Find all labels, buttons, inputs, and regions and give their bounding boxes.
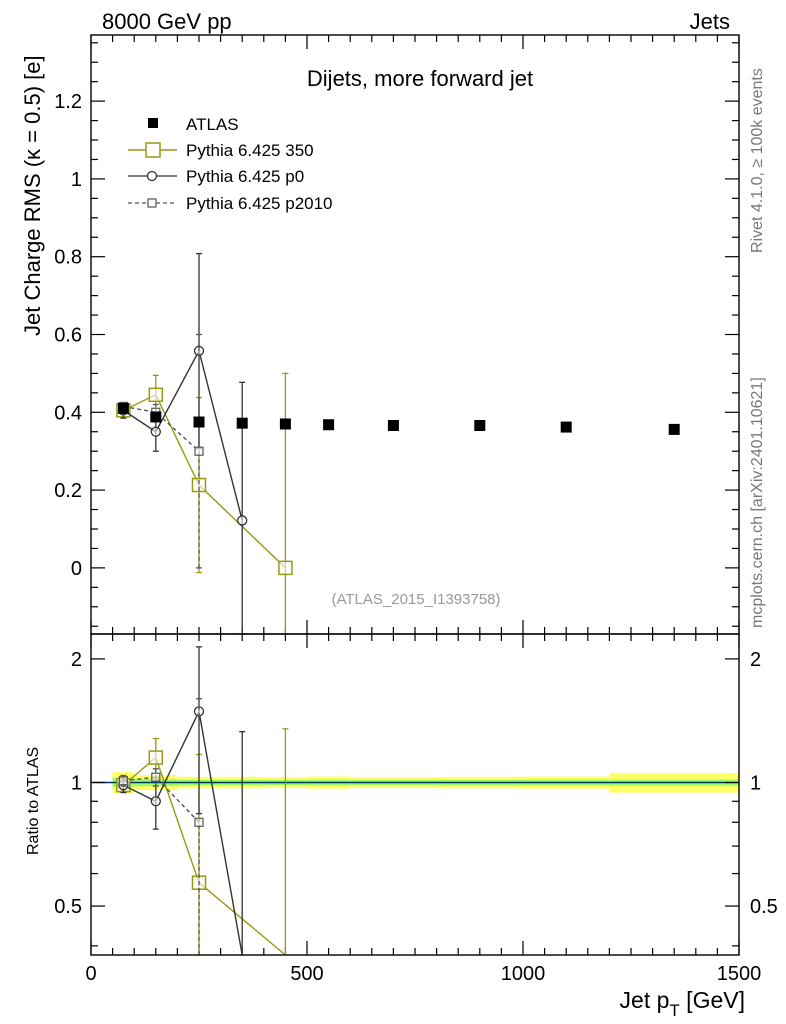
data-point-pythia-p2010 [151, 772, 161, 782]
main-panel: Dijets, more forward jet Jet Charge RMS … [20, 34, 740, 635]
process-title: Jets [690, 9, 730, 34]
data-point-atlas [236, 417, 248, 429]
x-tick-label: 1000 [501, 963, 546, 985]
legend-label-pythia-p0: Pythia 6.425 p0 [186, 167, 304, 186]
data-point-pythia-350 [191, 477, 207, 493]
mcplots-label: mcplots.cern.ch [arXiv:2401.10621] [749, 377, 766, 628]
data-point-atlas [560, 421, 572, 433]
series-line-pythia-p2010 [123, 405, 200, 452]
energy-title: 8000 GeV pp [102, 9, 232, 34]
legend-entry-pythia-p0: Pythia 6.425 p0 [128, 167, 304, 186]
ratio-data [116, 646, 289, 956]
main-data [116, 252, 680, 635]
y-axis-label: Jet Charge RMS (κ = 0.5) [e] [20, 55, 45, 336]
legend-label-atlas: ATLAS [186, 115, 239, 134]
y-tick-label: 0.2 [54, 480, 82, 502]
data-point-pythia-p2010 [118, 776, 129, 786]
main-ticks: 0 0.2 0.4 0.6 0.8 1 1.2 [54, 35, 740, 634]
x-axis-label-unit: [GeV] [680, 987, 745, 1013]
data-point-pythia-350 [278, 560, 293, 576]
data-point-atlas [387, 420, 399, 432]
ratio-y-tick-label-right: 0.5 [750, 896, 778, 918]
data-point-pythia-p2010 [194, 817, 204, 827]
data-point-pythia-350 [148, 387, 164, 403]
x-axis-label-sub: T [669, 1001, 679, 1020]
data-point-atlas [279, 418, 291, 430]
ratio-frame [90, 633, 740, 956]
ratio-panel: Ratio to ATLAS 0 500 1000 1500 0.5 0.5 1 1 2 2 Je… [25, 633, 778, 1020]
x-axis-label-main: Jet p [620, 987, 670, 1013]
x-axis-label: Jet pT [GeV] [620, 987, 745, 1020]
y-tick-label: 0.4 [54, 402, 82, 424]
legend-marker-pythia-p2010 [147, 198, 157, 208]
legend-entry-pythia-p2010: Pythia 6.425 p2010 [128, 194, 333, 213]
x-tick-label: 0 [85, 963, 96, 985]
ratio-y-tick-label-right: 2 [750, 649, 761, 671]
ratio-ticks: 0 500 1000 1500 0.5 0.5 1 1 2 2 [54, 634, 778, 985]
data-point-pythia-p0 [150, 426, 161, 437]
ratio-y-tick-label: 1 [71, 772, 82, 794]
ratio-y-tick-label-right: 1 [750, 772, 761, 794]
y-tick-label: 0.8 [54, 247, 82, 269]
legend-label-pythia-p2010: Pythia 6.425 p2010 [186, 194, 333, 213]
y-tick-label: 0.6 [54, 325, 82, 347]
data-point-atlas [668, 423, 680, 435]
data-point-pythia-p0 [150, 796, 161, 807]
legend-label-pythia-350: Pythia 6.425 350 [186, 141, 314, 160]
ratio-y-tick-label: 2 [71, 649, 82, 671]
data-point-pythia-350 [148, 750, 164, 765]
series-line-pythia-p2010 [123, 776, 200, 823]
data-point-atlas [150, 411, 162, 423]
data-point-atlas [474, 420, 486, 432]
data-point-atlas [117, 402, 129, 414]
series-line-pythia-p0 [123, 348, 243, 521]
rivet-label: Rivet 4.1.0, ≥ 100k events [749, 68, 766, 253]
ratio-bands [91, 772, 739, 794]
data-point-pythia-p2010 [194, 446, 204, 456]
legend-entry-atlas: ATLAS [148, 115, 239, 134]
analysis-annotation: (ATLAS_2015_I1393758) [331, 591, 500, 608]
y-tick-label: 1 [71, 169, 82, 191]
x-tick-label: 500 [290, 963, 323, 985]
data-point-pythia-p0 [237, 515, 248, 526]
legend-marker-atlas [148, 118, 158, 128]
y-tick-label: 1.2 [54, 91, 82, 113]
plot-title: Dijets, more forward jet [307, 66, 533, 91]
ratio-y-axis-label: Ratio to ATLAS [25, 747, 42, 855]
data-point-atlas [323, 419, 335, 431]
legend-entry-pythia-350: Pythia 6.425 350 [128, 141, 314, 160]
x-tick-label: 1500 [717, 963, 762, 985]
y-tick-label: 0 [71, 558, 82, 580]
data-point-atlas [193, 416, 205, 428]
ratio-y-tick-label: 0.5 [54, 896, 82, 918]
legend-marker-pythia-350 [145, 142, 161, 158]
series-line-pythia-p0 [123, 709, 243, 956]
legend-marker-pythia-p0 [146, 170, 158, 182]
legend: ATLAS Pythia 6.425 350 Pythia 6.425 p0 P… [128, 115, 333, 213]
